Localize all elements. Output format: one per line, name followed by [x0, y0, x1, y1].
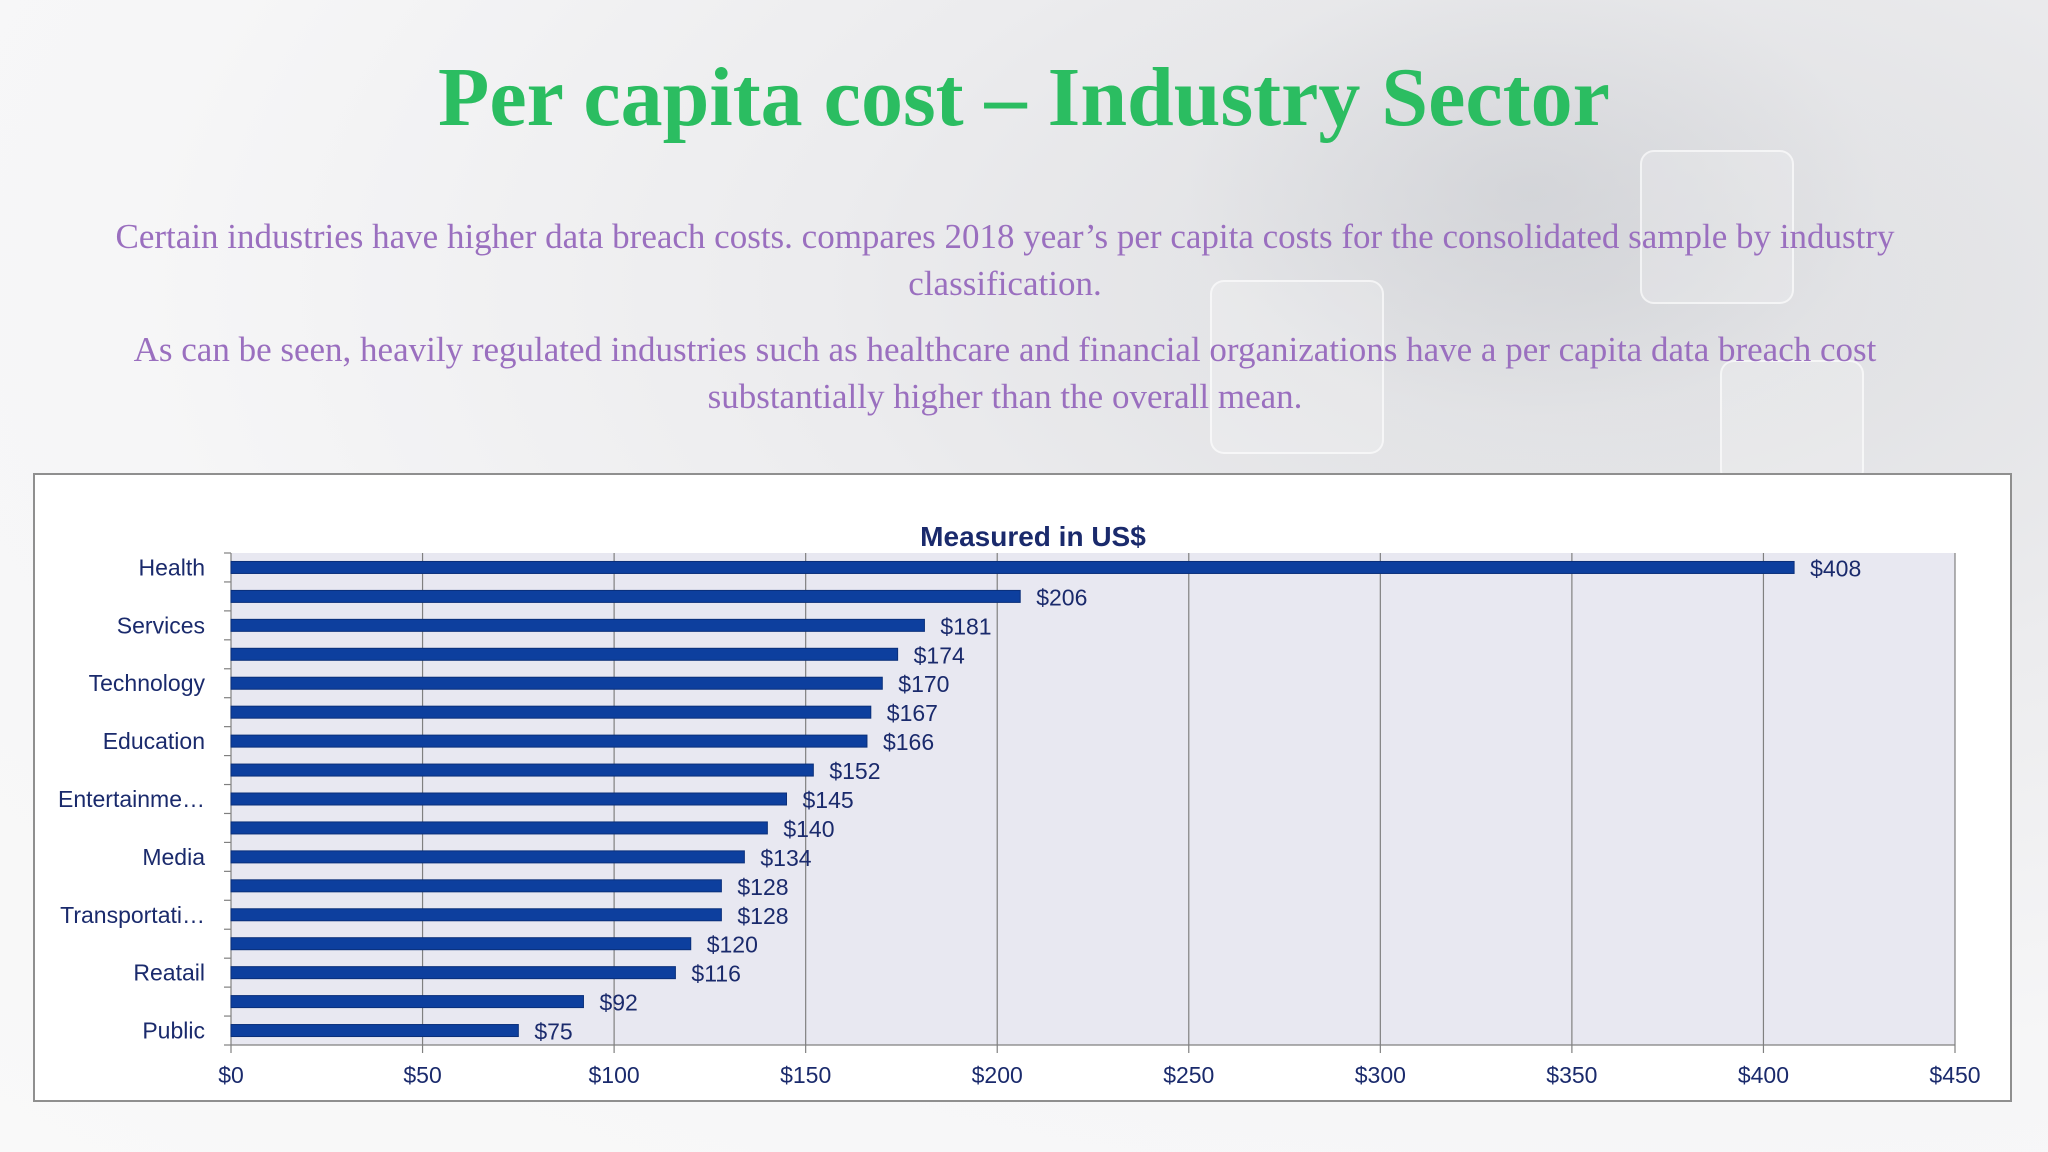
- bar: [230, 734, 868, 748]
- bar: [230, 647, 899, 661]
- data-label: $116: [691, 961, 740, 987]
- bar: [230, 1024, 519, 1038]
- x-tick-label: $0: [218, 1062, 244, 1088]
- data-label: $170: [898, 671, 949, 697]
- data-label: $167: [887, 700, 938, 726]
- category-label: Reatail: [133, 960, 205, 986]
- bar: [230, 676, 883, 690]
- data-label: $92: [599, 990, 637, 1016]
- bar: [230, 560, 1795, 574]
- x-tick-label: $50: [403, 1062, 441, 1088]
- data-label: $75: [534, 1019, 572, 1045]
- data-label: $134: [760, 845, 811, 871]
- bar: [230, 937, 692, 951]
- x-tick-label: $300: [1355, 1062, 1406, 1088]
- category-label: Education: [103, 728, 205, 754]
- bar: [230, 908, 722, 922]
- bar: [230, 618, 925, 632]
- explanation-paragraph: As can be seen, heavily regulated indust…: [133, 330, 1877, 416]
- bar: [230, 966, 676, 980]
- category-label: Health: [139, 554, 205, 580]
- x-tick-label: $200: [972, 1062, 1023, 1088]
- x-tick-label: $400: [1738, 1062, 1789, 1088]
- category-label: Transportati…: [60, 902, 205, 928]
- bar: [230, 879, 722, 893]
- bar: [230, 995, 584, 1009]
- data-label: $181: [940, 613, 991, 639]
- bar: [230, 792, 788, 806]
- chart-container: $0 $50 $100 $150 $200 $250 $300 $350 $400 $450 $40…: [33, 473, 2012, 1102]
- data-label: $206: [1036, 584, 1087, 610]
- category-label: Public: [142, 1018, 205, 1044]
- data-label: $166: [883, 729, 934, 755]
- data-label: $152: [829, 758, 880, 784]
- category-label: Entertainme…: [58, 786, 205, 812]
- x-tick-label: $100: [589, 1062, 640, 1088]
- x-tick-label: $450: [1929, 1062, 1980, 1088]
- data-label: $145: [803, 787, 854, 813]
- x-tick-label: $250: [1163, 1062, 1214, 1088]
- data-label: $140: [783, 816, 834, 842]
- data-label: $120: [707, 932, 758, 958]
- slide-title: Per capita cost – Industry Sector: [438, 51, 1610, 144]
- category-label: Technology: [89, 670, 206, 696]
- data-label: $408: [1810, 555, 1861, 581]
- chart-title: Measured in US$: [920, 521, 1146, 552]
- data-label: $174: [914, 642, 965, 668]
- data-label: $128: [737, 903, 788, 929]
- x-tick-label: $150: [780, 1062, 831, 1088]
- bar: [230, 850, 745, 864]
- bar: [230, 589, 1021, 603]
- bar: [230, 705, 872, 719]
- bar: [230, 763, 814, 777]
- bar: [230, 821, 768, 835]
- x-tick-label: $350: [1546, 1062, 1597, 1088]
- bar-chart: $0 $50 $100 $150 $200 $250 $300 $350 $400 $450 $40…: [58, 521, 1981, 1088]
- intro-paragraph: Certain industries have higher data brea…: [115, 217, 1895, 303]
- data-label: $128: [737, 874, 788, 900]
- category-label: Media: [142, 844, 205, 870]
- category-label: Services: [117, 612, 205, 638]
